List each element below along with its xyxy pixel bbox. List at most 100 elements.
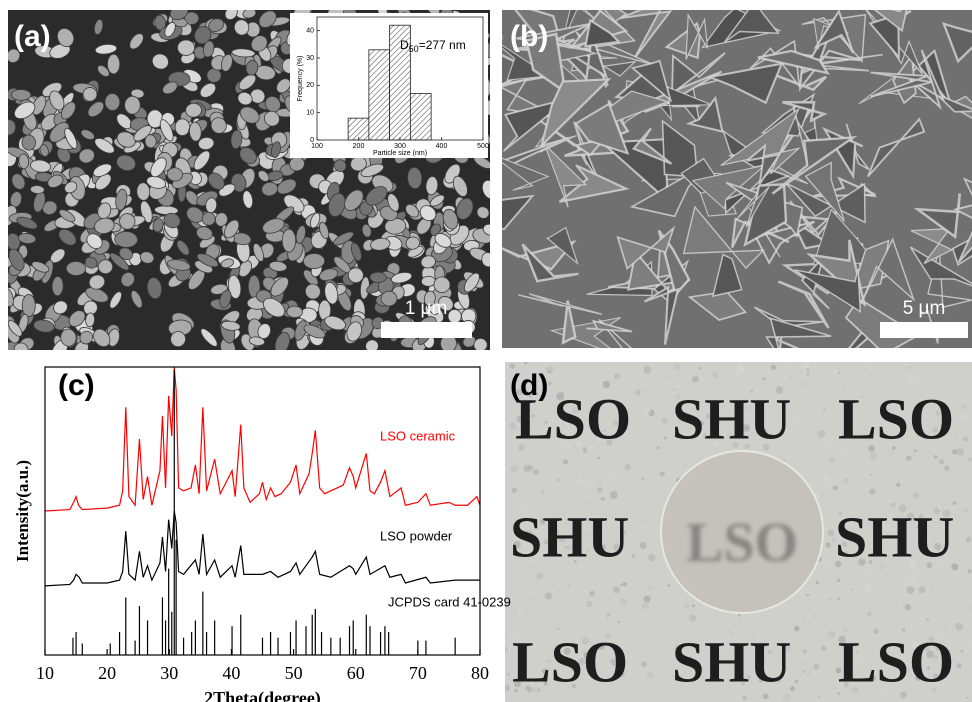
figure: 100200300400500010203040Particle size (n… [0, 0, 972, 702]
paper-grain [806, 594, 809, 597]
x-axis-label: 2Theta(degree) [204, 688, 321, 702]
particle [11, 89, 31, 100]
paper-grain [838, 372, 840, 374]
paper-grain [800, 603, 802, 605]
x-tick-label: 30 [160, 663, 178, 683]
paper-grain [503, 685, 510, 692]
paper-grain [594, 606, 597, 609]
paper-grain [651, 453, 654, 456]
printed-word: LSO [838, 386, 954, 451]
paper-grain [643, 596, 650, 603]
paper-grain [954, 435, 958, 439]
paper-grain [742, 695, 747, 700]
particle [287, 306, 303, 318]
paper-grain [822, 583, 826, 587]
paper-grain [641, 661, 647, 667]
paper-grain [920, 699, 923, 702]
paper-grain [505, 636, 508, 639]
panel-c: 10203040506070802Theta(degree)Intensity(… [13, 367, 511, 702]
particle [177, 40, 194, 55]
panel-label: (c) [58, 369, 95, 402]
series-label: LSO powder [380, 528, 453, 543]
paper-grain [911, 577, 916, 582]
histogram-bar [410, 94, 431, 140]
paper-grain [802, 362, 810, 370]
paper-grain [804, 619, 806, 621]
paper-grain [536, 573, 544, 581]
paper-grain [532, 470, 534, 472]
paper-grain [821, 646, 826, 651]
particle [381, 291, 398, 307]
paper-grain [790, 376, 792, 378]
panel-b [473, 0, 972, 378]
paper-grain [957, 448, 964, 455]
paper-grain [944, 466, 950, 472]
paper-grain [784, 370, 788, 374]
paper-grain [828, 530, 835, 537]
paper-grain [816, 581, 820, 585]
paper-grain [585, 481, 593, 489]
paper-grain [829, 683, 836, 690]
paper-grain [642, 602, 649, 609]
paper-grain [795, 370, 802, 377]
paper-grain [926, 585, 931, 590]
paper-grain [810, 633, 812, 635]
paper-grain [556, 453, 559, 456]
paper-grain [617, 621, 620, 624]
particle [282, 229, 295, 252]
paper-grain [814, 664, 820, 670]
particle [125, 96, 141, 114]
paper-grain [678, 590, 685, 597]
particle [105, 93, 121, 111]
paper-grain [507, 673, 510, 676]
x-tick-label: 200 [353, 143, 365, 150]
y-axis-label: Frequency (%) [297, 56, 304, 102]
paper-grain [952, 593, 955, 596]
paper-grain [661, 675, 663, 677]
paper-grain [663, 376, 666, 379]
particle [66, 261, 86, 276]
paper-grain [692, 604, 695, 607]
paper-grain [684, 604, 689, 609]
paper-grain [576, 478, 583, 485]
paper-grain [803, 649, 807, 653]
paper-grain [828, 457, 834, 463]
printed-word: LSO [512, 629, 628, 694]
paper-grain [586, 601, 592, 607]
paper-grain [614, 373, 620, 379]
paper-grain [660, 471, 665, 476]
paper-grain [867, 367, 871, 371]
paper-grain [622, 582, 627, 587]
paper-grain [893, 616, 897, 620]
y-tick-label: 40 [306, 28, 314, 35]
x-axis-label: Particle size (nm) [373, 150, 427, 157]
particle [107, 54, 119, 74]
paper-grain [939, 459, 945, 465]
paper-grain [823, 409, 826, 412]
particle [22, 294, 35, 316]
paper-grain [963, 508, 968, 513]
x-tick-label: 40 [222, 663, 240, 683]
paper-grain [552, 582, 555, 585]
annotation-part: D [400, 38, 409, 52]
paper-grain [510, 465, 518, 473]
x-tick-label: 100 [311, 143, 323, 150]
paper-grain [619, 598, 627, 606]
paper-grain [692, 381, 694, 383]
paper-grain [824, 439, 830, 445]
paper-grain [596, 481, 602, 487]
scale-bar [381, 322, 472, 338]
paper-grain [606, 616, 608, 618]
blurred-word: LSO [686, 512, 798, 574]
paper-grain [867, 612, 872, 617]
paper-grain [543, 609, 545, 611]
annotation-part: =277 nm [419, 38, 466, 52]
paper-grain [908, 377, 913, 382]
panel-label: (b) [510, 20, 548, 53]
paper-grain [945, 626, 947, 628]
paper-grain [828, 598, 831, 601]
paper-grain [502, 647, 508, 653]
paper-grain [934, 455, 938, 459]
paper-grain [914, 493, 920, 499]
x-tick-label: 80 [471, 663, 489, 683]
